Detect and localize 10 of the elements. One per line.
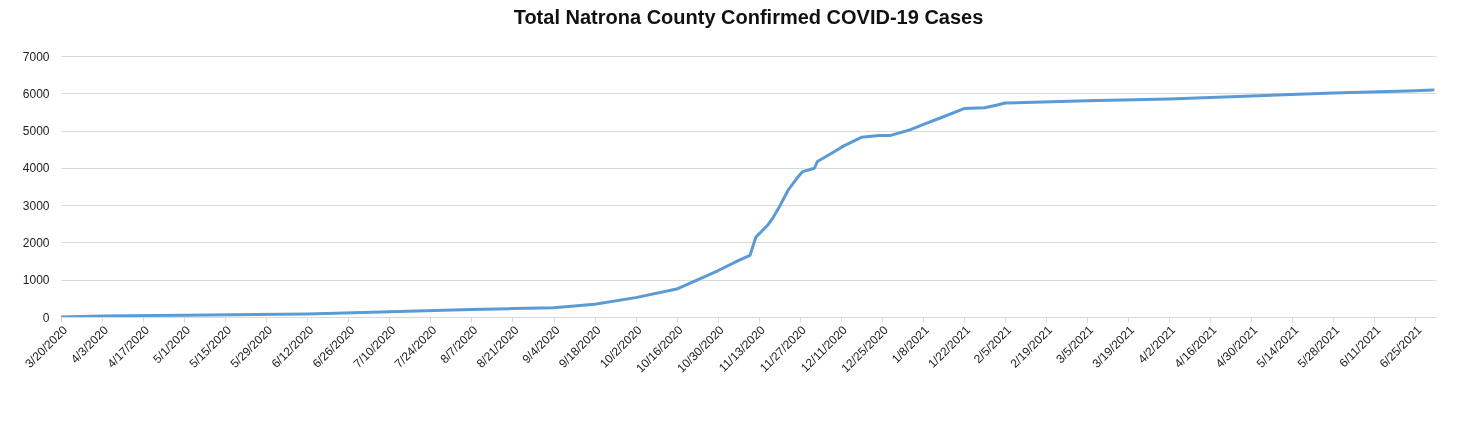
y-tick-label: 6000 (22, 86, 50, 101)
line-series (61, 88, 1435, 317)
y-tick-label: 2000 (22, 235, 50, 250)
y-tick-label: 1000 (22, 273, 50, 288)
y-tick-label: 3000 (22, 198, 50, 213)
chart-title: Total Natrona County Confirmed COVID-19 Cases (513, 6, 984, 28)
y-tick-label: 0 (42, 310, 50, 325)
y-tick-label: 7000 (22, 49, 50, 64)
y-tick-label: 5000 (22, 124, 50, 139)
y-tick-label: 4000 (22, 161, 50, 176)
